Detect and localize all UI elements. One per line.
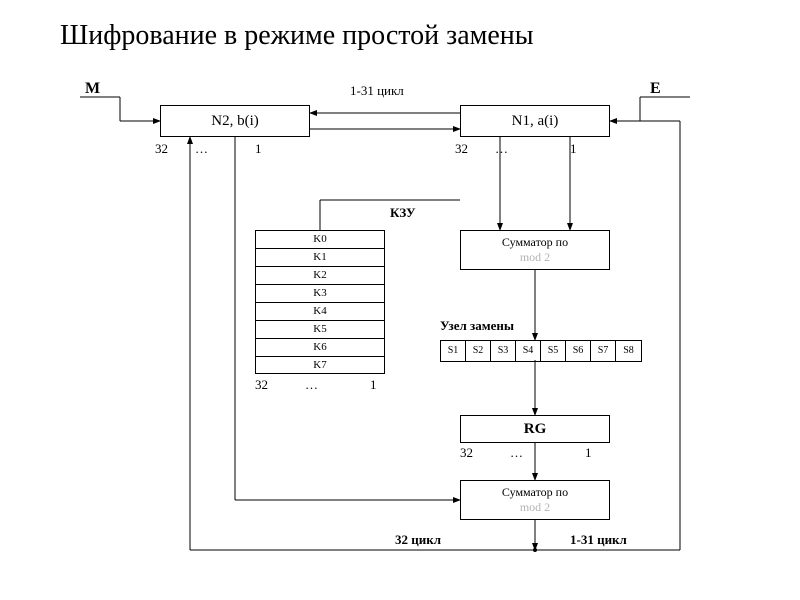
n2-bits-32: 32 — [155, 141, 168, 157]
block-N2-label: N2, b(i) — [211, 113, 259, 130]
s-cell: S2 — [466, 341, 491, 361]
diagram-container: M 1-31 цикл E N2, b(i) 32 … 1 N1, a(i) 3… — [60, 75, 740, 575]
sum2-line2: mod 2 — [520, 500, 550, 515]
rg-bits-1: 1 — [585, 445, 592, 461]
n1-bits-1: 1 — [570, 141, 577, 157]
block-N1-label: N1, a(i) — [512, 113, 559, 130]
rg-dots: … — [510, 445, 523, 461]
s-cell: S1 — [441, 341, 466, 361]
k-row: K3 — [256, 285, 384, 303]
label-uzel: Узел замены — [440, 318, 514, 334]
s-cell: S7 — [591, 341, 616, 361]
label-M: M — [85, 80, 100, 98]
s-cell: S8 — [616, 341, 641, 361]
label-cycle32: 32 цикл — [395, 532, 441, 548]
block-RG: RG — [460, 415, 610, 443]
k-row: K7 — [256, 357, 384, 375]
n1-dots: … — [495, 141, 508, 157]
k-dots: … — [305, 377, 318, 393]
label-cycle-top: 1-31 цикл — [350, 83, 404, 99]
s-table: S1 S2 S3 S4 S5 S6 S7 S8 — [440, 340, 642, 362]
s-cell: S5 — [541, 341, 566, 361]
rg-bits-32: 32 — [460, 445, 473, 461]
sum1-line1: Сумматор по — [502, 235, 568, 250]
s-cell: S4 — [516, 341, 541, 361]
k-bits-1: 1 — [370, 377, 377, 393]
block-N2: N2, b(i) — [160, 105, 310, 137]
k-bits-32: 32 — [255, 377, 268, 393]
block-sum2: Сумматор по mod 2 — [460, 480, 610, 520]
n2-bits-1: 1 — [255, 141, 262, 157]
rg-label: RG — [524, 421, 547, 438]
n1-bits-32: 32 — [455, 141, 468, 157]
k-row: K4 — [256, 303, 384, 321]
n2-dots: … — [195, 141, 208, 157]
k-row: K1 — [256, 249, 384, 267]
block-sum1: Сумматор по mod 2 — [460, 230, 610, 270]
k-row: K5 — [256, 321, 384, 339]
k-row: K6 — [256, 339, 384, 357]
sum2-line1: Сумматор по — [502, 485, 568, 500]
label-cycle-1-31-b: 1-31 цикл — [570, 532, 627, 548]
k-row: K0 — [256, 231, 384, 249]
label-E: E — [650, 80, 661, 98]
k-table: K0 K1 K2 K3 K4 K5 K6 K7 — [255, 230, 385, 374]
sum1-line2: mod 2 — [520, 250, 550, 265]
block-N1: N1, a(i) — [460, 105, 610, 137]
k-row: K2 — [256, 267, 384, 285]
label-KZU: КЗУ — [390, 205, 416, 221]
s-cell: S6 — [566, 341, 591, 361]
s-cell: S3 — [491, 341, 516, 361]
page-title: Шифрование в режиме простой замены — [60, 20, 534, 52]
